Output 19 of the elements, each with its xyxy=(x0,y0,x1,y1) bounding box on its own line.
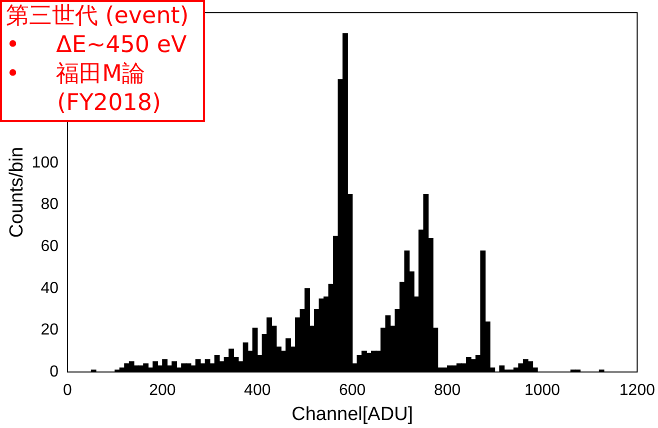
y-tick-label: 80 xyxy=(40,196,59,214)
x-tick-label: 800 xyxy=(434,382,461,400)
annotation: 第三世代 (event) xyxy=(6,2,189,31)
x-tick-label: 200 xyxy=(149,382,176,400)
y-tick-label: 40 xyxy=(40,280,59,297)
x-tick-label: 1200 xyxy=(619,382,656,400)
annotation: (FY2018) xyxy=(56,89,162,118)
y-axis-title: Counts/bin xyxy=(6,146,28,238)
x-tick-label: 400 xyxy=(244,382,271,400)
x-axis-title: Channel[ADU] xyxy=(292,404,414,425)
x-tick-label: 1000 xyxy=(524,382,560,400)
x-tick-label: 600 xyxy=(339,382,366,400)
annotation: • ΔE~450 eV xyxy=(6,31,188,60)
y-tick-label: 100 xyxy=(32,154,59,172)
y-tick-label: 20 xyxy=(40,322,59,339)
y-tick-label: 0 xyxy=(50,363,59,380)
y-tick-label: 60 xyxy=(40,238,59,256)
x-tick-label: 0 xyxy=(63,382,72,400)
annotation: • 福田M論 xyxy=(6,60,146,89)
